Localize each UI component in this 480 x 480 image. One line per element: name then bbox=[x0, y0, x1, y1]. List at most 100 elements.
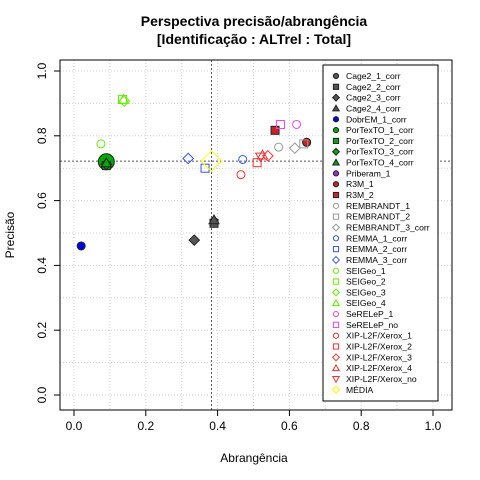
legend-label: XIP-L2F/Xerox_2 bbox=[346, 342, 412, 352]
legend-marker bbox=[332, 332, 340, 339]
legend-label: REMMA_2_corr bbox=[346, 244, 407, 254]
data-point bbox=[100, 157, 113, 168]
legend-label: REMBRANDT_3_corr bbox=[346, 222, 430, 232]
legend-marker bbox=[332, 235, 340, 242]
data-point bbox=[182, 152, 195, 165]
y-axis-title: Precisão bbox=[3, 211, 17, 258]
legend-label: REMMA_1_corr bbox=[346, 233, 407, 243]
legend-label: Cage2_3_corr bbox=[346, 93, 401, 103]
legend-marker bbox=[331, 288, 341, 297]
legend-marker bbox=[332, 72, 340, 80]
y-tick-label: 0.4 bbox=[35, 257, 49, 274]
legend-marker bbox=[332, 202, 340, 209]
legend-marker bbox=[331, 363, 341, 372]
data-point bbox=[208, 214, 220, 225]
x-tick-label: 0.0 bbox=[66, 419, 83, 433]
legend-label: R3M_2 bbox=[346, 190, 374, 200]
legend-label: SEIGeo_2 bbox=[346, 277, 386, 287]
data-point bbox=[117, 93, 130, 104]
legend-marker bbox=[331, 158, 341, 166]
legend-marker bbox=[331, 223, 341, 232]
chart-title-line1: Perspectiva precisão/abrangência bbox=[141, 13, 368, 29]
data-point bbox=[256, 149, 269, 160]
data-point bbox=[275, 119, 285, 129]
legend-marker bbox=[332, 246, 340, 253]
legend-marker bbox=[332, 116, 340, 123]
data-point bbox=[200, 163, 210, 173]
legend-marker bbox=[331, 353, 341, 362]
legend-marker bbox=[332, 267, 340, 274]
legend-label: XIP-L2F/Xerox_no bbox=[346, 374, 417, 384]
legend-label: PorTexTO_2_corr bbox=[346, 136, 414, 146]
legend-marker bbox=[331, 93, 341, 102]
legend: Cage2_1_corrCage2_2_corrCage2_3_corrCage… bbox=[322, 64, 439, 402]
legend-marker bbox=[332, 181, 340, 188]
y-tick-label: 1.0 bbox=[35, 62, 49, 79]
x-axis-title: Abrangência bbox=[220, 451, 288, 465]
legend-label: SeRELeP_1 bbox=[346, 309, 394, 319]
data-point bbox=[288, 142, 301, 155]
legend-label: SEIGeo_1 bbox=[346, 266, 386, 276]
legend-label: PorTexTO_4_corr bbox=[346, 158, 414, 168]
legend-label: DobrEM_1_corr bbox=[346, 114, 407, 124]
legend-label: PorTexTO_3_corr bbox=[346, 147, 414, 157]
legend-marker bbox=[332, 278, 340, 285]
legend-marker bbox=[331, 147, 341, 156]
legend-label: Cage2_4_corr bbox=[346, 103, 401, 113]
legend-marker bbox=[332, 127, 340, 134]
x-tick-label: 1.0 bbox=[425, 419, 442, 433]
data-point bbox=[270, 125, 280, 135]
legend-label: SEIGeo_4 bbox=[346, 298, 386, 308]
legend-marker bbox=[331, 104, 341, 112]
plot-frame bbox=[59, 59, 453, 411]
data-points bbox=[76, 93, 312, 251]
legend-label: XIP-L2F/Xerox_1 bbox=[346, 331, 412, 341]
legend-marker bbox=[332, 343, 340, 350]
y-tick-label: 0.2 bbox=[35, 322, 49, 339]
legend-marker bbox=[331, 376, 341, 384]
x-tick-label: 0.2 bbox=[137, 419, 154, 433]
legend-marker bbox=[332, 137, 340, 145]
legend-label: REMMA_3_corr bbox=[346, 255, 407, 265]
legend-label: Cage2_1_corr bbox=[346, 71, 401, 81]
legend-label: REMBRANDT_1 bbox=[346, 201, 410, 211]
legend-marker bbox=[332, 310, 340, 318]
legend-label: XIP-L2F/Xerox_3 bbox=[346, 352, 412, 362]
legend-label: SEIGeo_3 bbox=[346, 287, 386, 297]
legend-marker bbox=[332, 83, 340, 90]
y-tick-label: 0.8 bbox=[35, 127, 49, 144]
legend-label: PorTexTO_1_corr bbox=[346, 125, 414, 135]
y-tick-label: 0.0 bbox=[35, 386, 49, 403]
y-tick-label: 0.6 bbox=[35, 192, 49, 209]
legend-marker bbox=[332, 191, 340, 199]
data-point bbox=[254, 152, 267, 163]
data-point bbox=[299, 139, 309, 149]
legend-label: MÉDIA bbox=[346, 385, 373, 395]
legend-label: Cage2_2_corr bbox=[346, 82, 401, 92]
legend-label: SeRELeP_no bbox=[346, 320, 398, 330]
legend-marker bbox=[332, 321, 340, 328]
legend-label: R3M_1 bbox=[346, 179, 374, 189]
legend-box bbox=[322, 64, 439, 402]
data-point bbox=[188, 234, 201, 247]
legend-marker bbox=[331, 298, 341, 307]
data-point bbox=[76, 241, 86, 251]
data-point bbox=[292, 119, 302, 129]
legend-label: REMBRANDT_2 bbox=[346, 212, 410, 222]
legend-marker bbox=[331, 385, 341, 394]
data-point bbox=[274, 142, 284, 152]
y-axis: 0.0 0.2 0.4 0.6 0.8 1.0 bbox=[35, 62, 60, 403]
reference-lines bbox=[60, 60, 452, 410]
legend-marker bbox=[331, 255, 341, 265]
data-point bbox=[96, 139, 106, 149]
legend-marker bbox=[332, 213, 340, 220]
data-point bbox=[200, 149, 223, 173]
x-axis: 0.0 0.2 0.4 0.6 0.8 1.0 bbox=[66, 410, 442, 433]
x-tick-label: 0.8 bbox=[353, 419, 370, 433]
legend-marker bbox=[332, 170, 340, 177]
legend-label: XIP-L2F/Xerox_4 bbox=[346, 363, 412, 373]
legend-label: Priberam_1 bbox=[346, 168, 391, 178]
data-point bbox=[238, 154, 248, 164]
x-tick-label: 0.4 bbox=[209, 419, 226, 433]
